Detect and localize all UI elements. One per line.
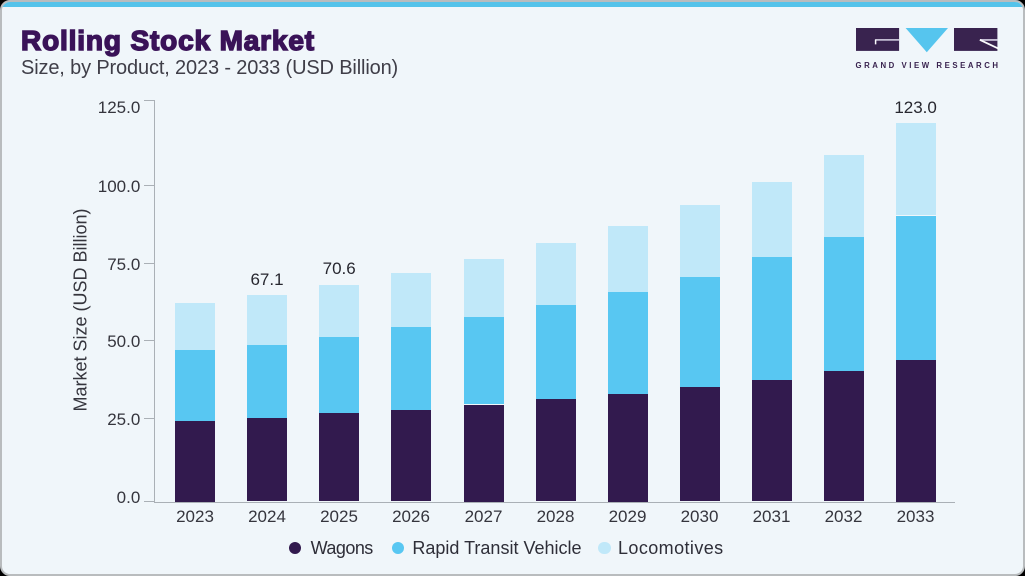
svg-text:GRAND VIEW RESEARCH: GRAND VIEW RESEARCH xyxy=(856,61,1001,69)
